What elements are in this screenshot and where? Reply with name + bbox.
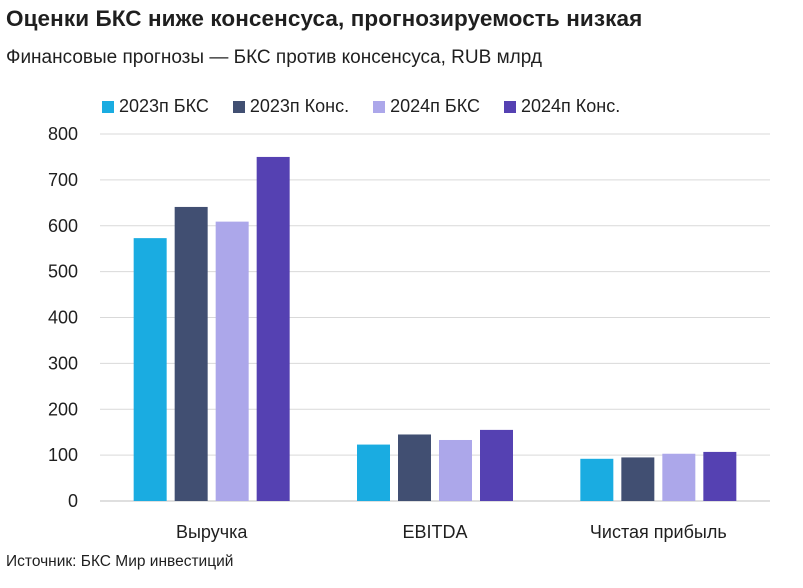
legend-label-2023-cons: 2023п Конс. (249, 96, 350, 116)
y-tick-label: 0 (68, 491, 78, 511)
bar (256, 156, 290, 501)
y-tick-label: 700 (48, 170, 78, 190)
chart-subtitle: Финансовые прогнозы — БКС против консенс… (6, 47, 542, 68)
chart-legend: 2023п БКС 2023п Конс. 2024п БКС 2024п Ко… (102, 96, 644, 117)
bar (215, 221, 249, 501)
x-category-label: EBITDA (402, 522, 467, 542)
source-note: Источник: БКС Мир инвестиций (6, 553, 234, 570)
y-tick-label: 600 (48, 216, 78, 236)
legend-swatch-2024-bks (373, 100, 386, 113)
legend-item-2023-bks: 2023п БКС (102, 96, 209, 117)
y-tick-label: 500 (48, 262, 78, 282)
legend-label-2024-cons: 2024п Конс. (521, 96, 621, 116)
legend-item-2024-bks: 2024п БКС (373, 96, 480, 117)
bar (174, 206, 208, 501)
chart-title: Оценки БКС ниже консенсуса, прогнозируем… (6, 6, 643, 31)
bar (439, 439, 472, 501)
y-tick-label: 300 (48, 353, 78, 373)
legend-label-2023-bks: 2023п БКС (119, 96, 209, 116)
legend-label-2024-bks: 2024п БКС (390, 96, 481, 116)
y-tick-label: 100 (48, 445, 78, 465)
x-category-label: Выручка (176, 522, 248, 542)
bar (480, 429, 513, 501)
bar (621, 457, 655, 501)
legend-item-2024-cons: 2024п Конс. (504, 96, 620, 117)
y-tick-label: 400 (48, 308, 78, 328)
bar (703, 451, 737, 501)
x-category-label: Чистая прибыль (590, 522, 727, 542)
bar (580, 458, 614, 501)
legend-swatch-2023-cons (232, 100, 245, 113)
bar (357, 444, 390, 501)
bar (662, 453, 696, 501)
legend-swatch-2023-bks (102, 100, 114, 113)
bar (398, 434, 431, 501)
y-tick-label: 200 (48, 399, 78, 419)
legend-item-2023-cons: 2023п Конс. (232, 96, 350, 117)
legend-swatch-2024-cons (504, 100, 517, 113)
bar (133, 238, 167, 502)
y-tick-label: 800 (48, 124, 78, 144)
